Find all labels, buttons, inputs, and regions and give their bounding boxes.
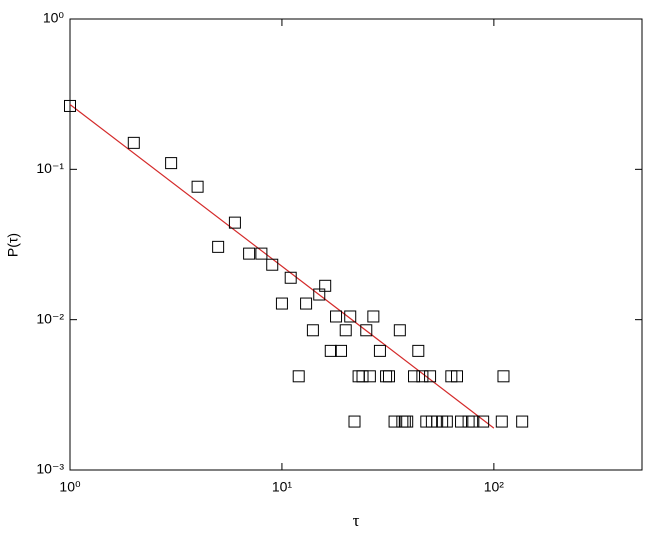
marker bbox=[401, 415, 414, 428]
marker bbox=[165, 157, 178, 170]
y-tick-label: 10⁰ bbox=[43, 10, 65, 26]
y-tick-label: 10⁻³ bbox=[36, 461, 64, 477]
marker bbox=[356, 370, 369, 383]
marker bbox=[212, 240, 225, 253]
marker bbox=[388, 415, 401, 428]
y-tick-label: 10⁻² bbox=[36, 310, 64, 326]
marker bbox=[367, 310, 380, 323]
marker bbox=[360, 324, 373, 337]
y-axis-label: P(τ) bbox=[5, 233, 21, 257]
marker bbox=[497, 370, 510, 383]
marker bbox=[127, 136, 140, 149]
marker bbox=[495, 415, 508, 428]
marker bbox=[348, 415, 361, 428]
marker bbox=[292, 370, 305, 383]
marker bbox=[335, 344, 348, 357]
marker bbox=[416, 370, 429, 383]
plot-frame bbox=[69, 18, 643, 471]
marker bbox=[284, 271, 297, 284]
marker bbox=[352, 370, 365, 383]
marker bbox=[191, 180, 204, 193]
x-axis-label: τ bbox=[353, 511, 360, 530]
x-tick-label: 10⁰ bbox=[59, 479, 81, 495]
marker bbox=[380, 370, 393, 383]
fit-line bbox=[69, 104, 495, 429]
marker bbox=[319, 279, 332, 292]
marker bbox=[398, 415, 411, 428]
marker bbox=[373, 344, 386, 357]
marker bbox=[455, 415, 468, 428]
marker bbox=[344, 310, 357, 323]
marker bbox=[412, 344, 425, 357]
marker bbox=[382, 370, 395, 383]
marker bbox=[393, 324, 406, 337]
marker bbox=[228, 216, 241, 229]
marker bbox=[467, 415, 480, 428]
marker bbox=[306, 324, 319, 337]
marker bbox=[275, 297, 288, 310]
x-tick-label: 10¹ bbox=[272, 479, 293, 495]
marker bbox=[451, 370, 464, 383]
marker bbox=[440, 415, 453, 428]
marker bbox=[255, 247, 268, 260]
marker bbox=[516, 415, 529, 428]
y-tick-label: 10⁻¹ bbox=[36, 160, 64, 176]
marker bbox=[339, 324, 352, 337]
marker bbox=[243, 247, 256, 260]
marker bbox=[408, 370, 421, 383]
marker bbox=[324, 344, 337, 357]
marker bbox=[396, 415, 409, 428]
marker bbox=[300, 297, 313, 310]
marker bbox=[436, 415, 449, 428]
x-tick-label: 10² bbox=[484, 479, 505, 495]
marker bbox=[462, 415, 475, 428]
marker bbox=[477, 415, 490, 428]
marker bbox=[266, 258, 279, 271]
marker bbox=[363, 370, 376, 383]
marker bbox=[424, 370, 437, 383]
marker bbox=[64, 99, 76, 112]
marker bbox=[330, 310, 343, 323]
